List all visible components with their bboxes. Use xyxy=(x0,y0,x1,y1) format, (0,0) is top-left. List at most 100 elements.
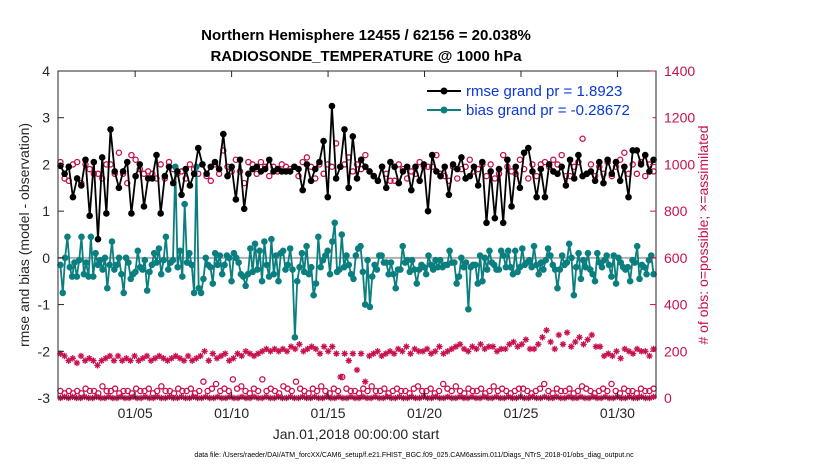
obs-possible-point xyxy=(486,387,493,395)
bias-point xyxy=(385,270,392,278)
obs-assimilated-point xyxy=(551,345,558,353)
bias-point xyxy=(61,254,69,262)
obs-possible-point xyxy=(73,158,81,166)
rmse-point xyxy=(328,102,336,110)
bias-point xyxy=(75,256,83,264)
bias-point xyxy=(626,277,634,285)
obs-assimilated-point xyxy=(353,366,361,374)
rmse-point xyxy=(403,163,411,171)
obs-assimilated-point xyxy=(114,352,122,360)
bias-point xyxy=(104,284,111,292)
bias-point xyxy=(425,252,432,259)
y-tick-left-label: -2 xyxy=(38,343,51,359)
bias-point xyxy=(404,256,411,264)
rmse-point xyxy=(77,182,85,189)
obs-possible-point xyxy=(368,383,375,390)
obs-assimilated-point xyxy=(646,352,653,360)
rmse-point xyxy=(341,126,348,133)
obs-assimilated-point xyxy=(518,341,525,348)
bias-point xyxy=(207,263,214,271)
rmse-point xyxy=(650,156,657,164)
obs-possible-point xyxy=(225,387,232,395)
obs-assimilated-point xyxy=(337,373,344,381)
bias-point xyxy=(338,231,346,238)
rmse-point xyxy=(86,212,93,220)
rmse-point xyxy=(595,158,603,166)
data-file-note: data file: /Users/raeder/DAI/ATM_forcXX/… xyxy=(194,452,634,459)
rmse-point xyxy=(562,182,570,189)
obs-assimilated-point xyxy=(234,350,241,357)
obs-assimilated-point xyxy=(345,357,352,364)
bias-point xyxy=(101,254,109,262)
obs-assimilated-point xyxy=(184,352,192,360)
rmse-point xyxy=(240,205,248,213)
obs-assimilated-point xyxy=(110,357,118,364)
rmse-point xyxy=(228,163,235,171)
rmse-point xyxy=(437,172,444,180)
bias-point xyxy=(436,256,444,264)
bias-point xyxy=(577,275,585,283)
obs-assimilated-point xyxy=(563,329,571,336)
bias-point xyxy=(511,247,519,255)
bias-point xyxy=(591,277,599,285)
bias-point xyxy=(397,266,404,273)
bias-point xyxy=(218,270,226,278)
bias-point xyxy=(64,233,71,241)
rmse-point xyxy=(174,168,181,175)
obs-assimilated-point xyxy=(535,341,542,348)
rmse-point xyxy=(428,151,436,159)
obs-possible-point xyxy=(574,387,582,395)
rmse-point xyxy=(537,165,545,173)
rmse-point xyxy=(345,184,352,192)
obs-possible-point xyxy=(137,387,144,395)
bias-point xyxy=(399,242,407,250)
rmse-point xyxy=(637,161,645,168)
bias-point xyxy=(366,303,374,311)
rmse-point xyxy=(391,163,398,171)
obs-possible-point xyxy=(78,390,85,397)
rmse-point xyxy=(608,170,616,178)
rmse-point xyxy=(433,168,440,175)
obs-possible-point xyxy=(313,387,321,395)
rmse-point xyxy=(286,168,294,175)
obs-assimilated-point xyxy=(613,348,620,355)
left-axis-ticks: -3 -2 -1 0 1 2 3 4 xyxy=(38,63,64,406)
bias-point xyxy=(326,270,334,278)
bias-point xyxy=(624,263,632,271)
rmse-point xyxy=(178,191,185,199)
rmse-point xyxy=(374,177,382,185)
obs-assimilated-point xyxy=(221,350,229,357)
obs-assimilated-point xyxy=(374,348,381,355)
rmse-point xyxy=(236,156,244,164)
y-tick-left-label: -1 xyxy=(38,297,51,313)
obs-assimilated-point xyxy=(226,357,233,364)
rmse-point xyxy=(591,177,599,185)
rmse-point xyxy=(103,210,110,217)
obs-possible-point xyxy=(397,387,405,395)
bias-point xyxy=(155,245,163,252)
obs-assimilated-point xyxy=(197,352,204,360)
rmse-point xyxy=(357,156,365,164)
bias-point xyxy=(462,259,470,266)
bias-point xyxy=(324,247,331,255)
obs-possible-point xyxy=(362,151,369,159)
rmse-point xyxy=(353,175,361,182)
x-tick-label: 01/20 xyxy=(407,405,442,421)
bias-point xyxy=(486,247,493,255)
rmse-point xyxy=(529,168,536,175)
bias-point xyxy=(378,252,385,259)
obs-possible-point xyxy=(439,380,447,388)
bias-point xyxy=(92,249,99,257)
plot-frame xyxy=(57,70,657,399)
obs-assimilated-point xyxy=(596,343,604,350)
obs-assimilated-point xyxy=(77,352,85,360)
rmse-point xyxy=(533,193,540,201)
obs-assimilated-point xyxy=(341,350,348,357)
bias-point xyxy=(636,275,643,283)
bias-point xyxy=(434,263,442,271)
obs-assimilated-point xyxy=(73,359,81,367)
bias-point xyxy=(181,200,188,208)
bias-point xyxy=(479,277,486,285)
obs-assimilated-point xyxy=(576,334,583,341)
